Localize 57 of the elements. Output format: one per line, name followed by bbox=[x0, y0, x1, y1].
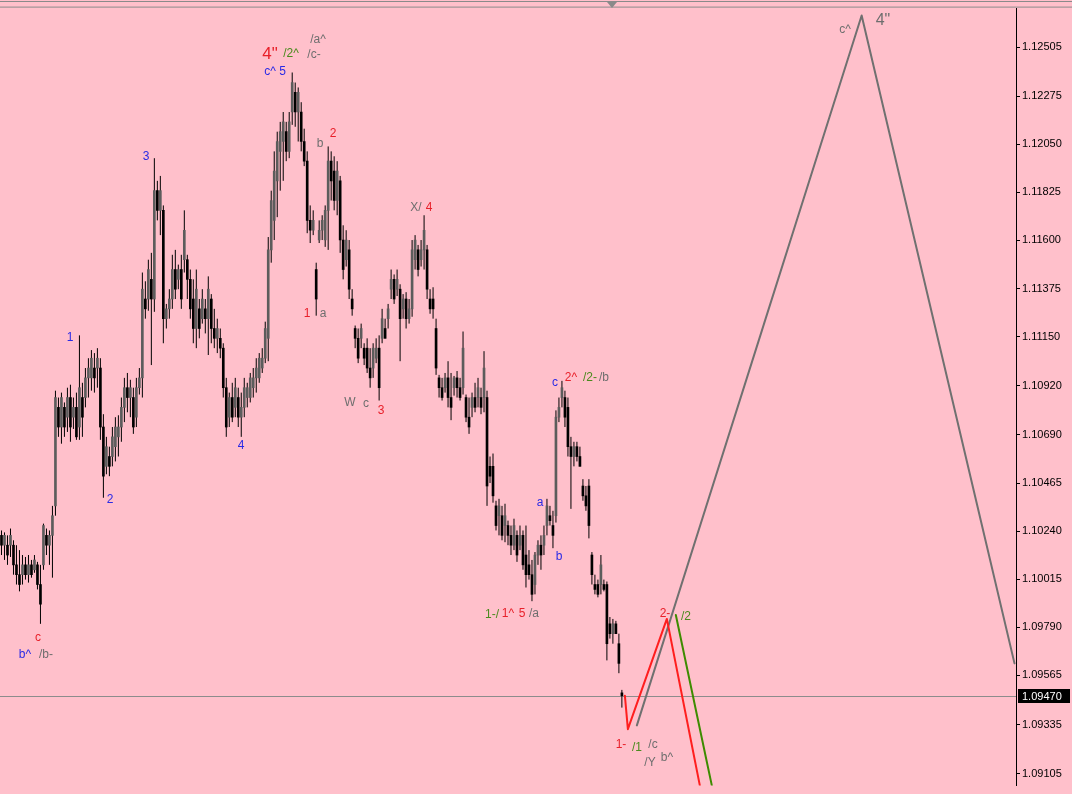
annotation: 5 bbox=[518, 606, 526, 621]
annotation: 3 bbox=[377, 403, 385, 418]
y-tick-label: 1.12275 bbox=[1022, 89, 1062, 102]
y-tick-label: 1.09105 bbox=[1022, 766, 1062, 779]
annotation: 2 bbox=[329, 126, 337, 141]
annotation: /2^ bbox=[283, 46, 300, 61]
annotation: /1 bbox=[631, 740, 643, 755]
annotation: 4" bbox=[875, 11, 891, 29]
y-tick-label: 1.09335 bbox=[1022, 717, 1062, 730]
annotation: 1-/ bbox=[484, 607, 500, 622]
annotation: 2^ bbox=[564, 370, 578, 385]
annotation: 4" bbox=[262, 43, 278, 63]
annotation: /2 bbox=[680, 609, 692, 624]
annotation: /b- bbox=[38, 647, 54, 662]
annotation: 4 bbox=[237, 438, 245, 453]
annotation: a bbox=[536, 495, 544, 510]
y-tick-label: 1.11150 bbox=[1022, 329, 1061, 342]
annotation: /c- bbox=[307, 47, 321, 62]
annotation: 1- bbox=[615, 737, 627, 752]
annotation: /b bbox=[598, 370, 610, 385]
annotation: 1 bbox=[303, 306, 311, 321]
annotation: X/ bbox=[410, 200, 423, 215]
annotation: b bbox=[555, 549, 563, 564]
annotation: b^ bbox=[18, 647, 32, 662]
annotation: /a bbox=[528, 606, 540, 621]
ref-line-label: 1.09470 bbox=[1022, 689, 1062, 702]
y-tick-label: 1.10690 bbox=[1022, 427, 1062, 440]
annotation: 1^ bbox=[501, 606, 515, 621]
y-tick-label: 1.11825 bbox=[1022, 185, 1061, 198]
annotation: 4 bbox=[425, 200, 433, 215]
annotation: 1 bbox=[66, 330, 74, 345]
y-tick-label: 1.11375 bbox=[1022, 281, 1061, 294]
annotation: W bbox=[344, 395, 357, 410]
annotation: c bbox=[35, 630, 41, 645]
annotation: 2- bbox=[659, 606, 671, 621]
y-tick-label: 1.10240 bbox=[1022, 524, 1062, 537]
y-tick-label: 1.09565 bbox=[1022, 668, 1062, 681]
y-tick-label: 1.10465 bbox=[1022, 476, 1062, 489]
annotation: /2- bbox=[582, 370, 598, 385]
annotation: c^ bbox=[839, 22, 852, 37]
annotation: c bbox=[552, 375, 558, 390]
y-tick-label: 1.10920 bbox=[1022, 378, 1062, 391]
annotation: 3 bbox=[142, 149, 150, 164]
annotation: a bbox=[319, 306, 327, 321]
annotation: /c bbox=[648, 737, 658, 752]
y-tick-label: 1.09790 bbox=[1022, 620, 1062, 633]
y-tick-label: 1.12050 bbox=[1022, 137, 1062, 150]
annotation: /Y bbox=[644, 755, 656, 770]
annotation: /a^ bbox=[310, 32, 327, 47]
y-tick-label: 1.11600 bbox=[1022, 233, 1061, 246]
annotation: c bbox=[363, 396, 369, 411]
annotation: b bbox=[316, 136, 324, 151]
y-tick-label: 1.10015 bbox=[1022, 572, 1062, 585]
annotation: 2 bbox=[106, 492, 114, 507]
annotation: c^ 5 bbox=[264, 64, 287, 79]
annotation: b^ bbox=[660, 750, 674, 765]
y-tick-label: 1.12505 bbox=[1022, 40, 1062, 53]
